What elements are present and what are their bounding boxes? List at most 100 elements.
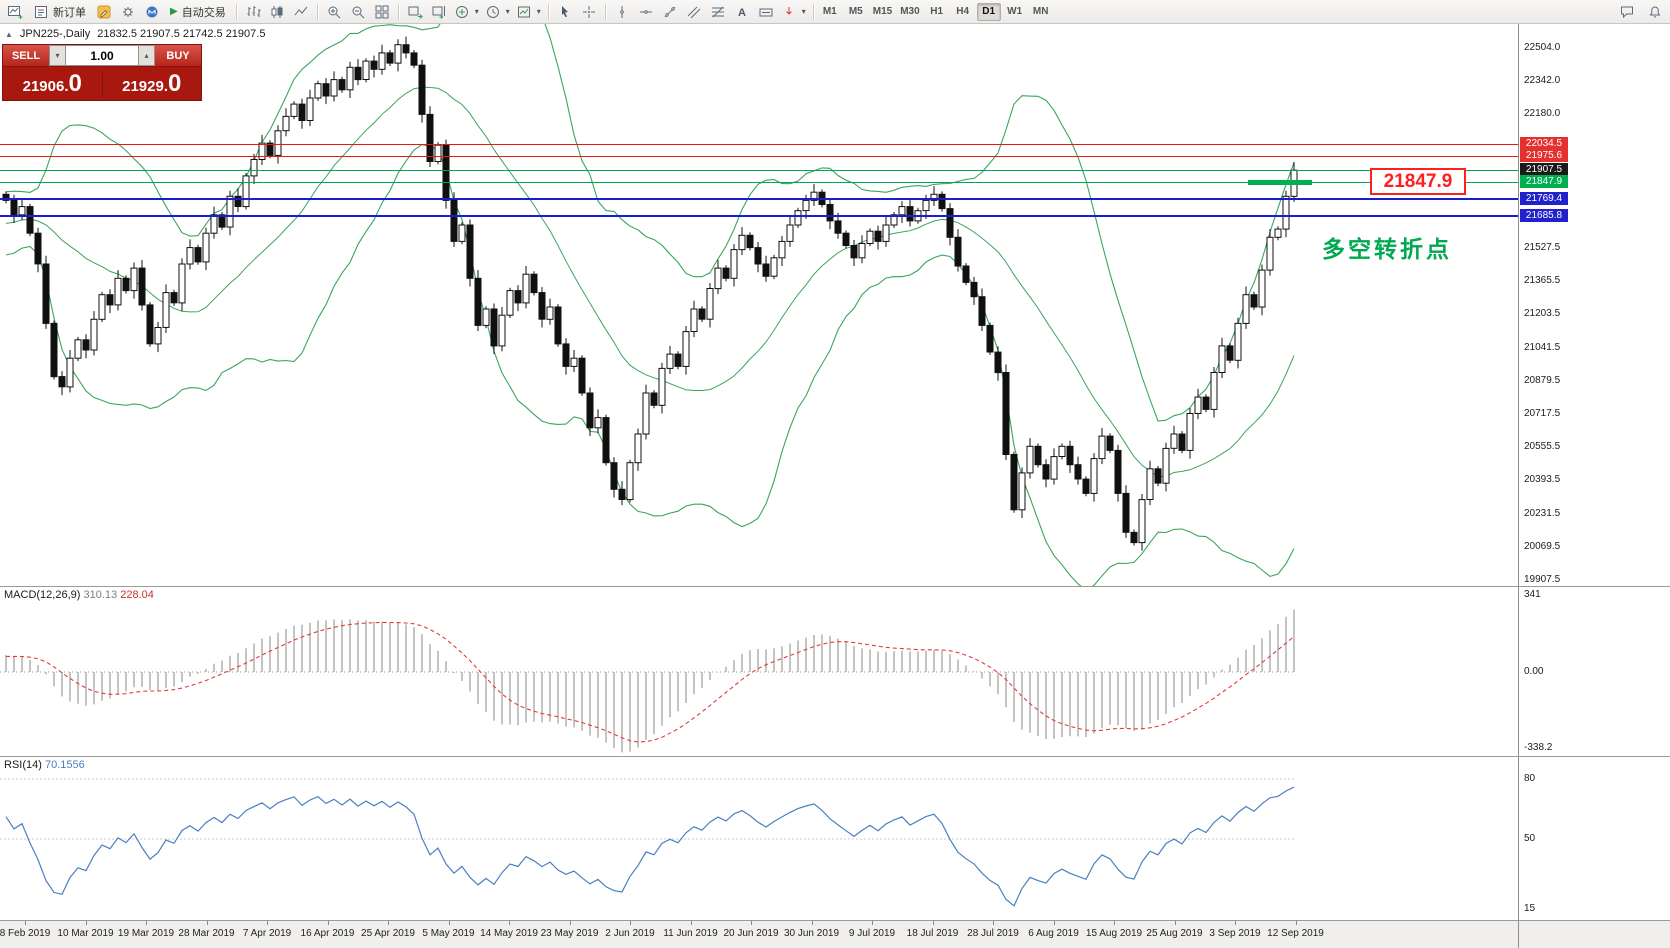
chat-button[interactable] <box>1615 2 1639 22</box>
candlestick-chart-button[interactable] <box>265 2 289 22</box>
annotation-text: 多空转折点 <box>1322 235 1452 262</box>
vertical-line-button[interactable] <box>610 2 634 22</box>
horizontal-line-button[interactable] <box>634 2 658 22</box>
price-callout: 21847.9 <box>1370 168 1466 196</box>
time-tick <box>327 921 329 925</box>
chart-shift-button[interactable] <box>427 2 451 22</box>
macd-plot[interactable] <box>0 587 1518 756</box>
time-tick <box>811 921 813 925</box>
date-label: 19 Mar 2019 <box>117 928 175 939</box>
rsi-chart <box>0 778 1295 907</box>
notifications-button[interactable] <box>1643 2 1667 22</box>
zoom-out-button[interactable] <box>346 2 370 22</box>
horizontal-line-22034.5[interactable] <box>0 143 1518 145</box>
label-tool-button[interactable] <box>754 2 778 22</box>
timeframe-m1[interactable]: M1 <box>818 3 842 21</box>
macd-axis-label: -338.2 <box>1524 742 1553 754</box>
timeframe-group: M1 M5 M15 M30 H1 H4 D1 W1 MN <box>818 2 1053 21</box>
volume-down-button[interactable]: ▾ <box>49 45 66 66</box>
time-tick <box>85 921 87 925</box>
date-label: 7 Apr 2019 <box>242 928 292 939</box>
cursor-button[interactable] <box>553 2 577 22</box>
highlighted-line-segment[interactable] <box>1248 179 1312 185</box>
price-tag-21769.4: 21769.4 <box>1520 191 1568 205</box>
timeframe-m30[interactable]: M30 <box>897 3 922 21</box>
volume-input[interactable]: 1.00 <box>66 45 138 66</box>
options-button[interactable] <box>116 2 140 22</box>
vertical-line-icon <box>619 5 624 18</box>
dropdown-caret: ▾ <box>801 7 806 16</box>
ask-price[interactable]: 21929.0 <box>122 69 182 97</box>
auto-scroll-button[interactable] <box>403 2 427 22</box>
buy-button[interactable]: BUY <box>155 45 201 66</box>
community-button[interactable] <box>140 2 164 22</box>
horizontal-line-21847.9[interactable] <box>0 181 1518 183</box>
macd-axis-label: 0.00 <box>1524 666 1544 677</box>
price-tag-21975.6: 21975.6 <box>1520 149 1568 163</box>
fibonacci-icon <box>711 6 724 17</box>
gear-icon <box>123 6 133 17</box>
bid-price[interactable]: 21906.0 <box>22 69 82 97</box>
toolbar-separator <box>316 3 318 20</box>
horizontal-line-21907.5[interactable] <box>0 169 1518 171</box>
horizontal-line-21975.6[interactable] <box>0 155 1518 157</box>
time-tick <box>388 921 389 925</box>
text-tool-button[interactable]: A <box>730 2 754 22</box>
time-axis[interactable]: 8 Feb 2019 10 Mar 2019 19 Mar 2019 28 Mar 2… <box>0 920 1670 948</box>
price-axis-label: 20717.5 <box>1524 408 1561 420</box>
price-axis-label: 20555.5 <box>1524 441 1561 453</box>
timeframe-d1[interactable]: D1 <box>976 2 1001 21</box>
metaeditor-button[interactable] <box>92 2 116 22</box>
timeframe-m5[interactable]: M5 <box>844 3 868 21</box>
new-chart-button[interactable] <box>3 2 27 22</box>
horizontal-line-21769.4[interactable] <box>0 197 1518 200</box>
text-tool-icon: A <box>738 7 746 19</box>
bar-chart-button[interactable] <box>241 2 265 22</box>
time-tick <box>690 921 692 925</box>
templates-button[interactable]: ▾ <box>513 2 544 22</box>
price-axis-label: 20069.5 <box>1524 540 1561 552</box>
crosshair-button[interactable] <box>577 2 601 22</box>
fibonacci-button[interactable] <box>706 2 730 22</box>
price-chart-plot[interactable]: 21847.9 多空转折点 <box>0 24 1518 586</box>
metaeditor-icon <box>97 5 111 18</box>
rsi-axis[interactable]: 80 50 15 <box>1518 757 1670 920</box>
candlestick-chart <box>2 24 1298 586</box>
tile-windows-button[interactable] <box>370 2 394 22</box>
timeframe-mn[interactable]: MN <box>1029 3 1053 21</box>
zoom-in-button[interactable] <box>322 2 346 22</box>
rsi-axis-label: 80 <box>1524 773 1536 784</box>
horizontal-line-icon <box>639 9 652 14</box>
auto-trading-button[interactable]: ▶ 自动交易 <box>164 2 232 22</box>
indicators-button[interactable]: ▾ <box>451 2 482 22</box>
timeframe-h4[interactable]: H4 <box>951 3 975 21</box>
horizontal-line-21685.8[interactable] <box>0 214 1518 217</box>
rsi-plot[interactable] <box>0 757 1518 920</box>
arrows-button[interactable]: ▾ <box>778 2 809 22</box>
timeframe-w1[interactable]: W1 <box>1003 3 1027 21</box>
time-tick <box>751 921 752 925</box>
trendline-button[interactable] <box>658 2 682 22</box>
time-tick <box>25 921 26 925</box>
clock-icon <box>486 5 499 18</box>
main-chart-panel: 21847.9 多空转折点 ▲ JPN225-,Daily 21832.5 219… <box>0 24 1670 586</box>
one-click-trading-panel: SELL ▾ 1.00 ▴ BUY 21906.0 21929.0 <box>2 44 202 101</box>
price-tag-21847.9: 21847.9 <box>1520 175 1568 189</box>
chart-info-row: ▲ JPN225-,Daily 21832.5 21907.5 21742.5 … <box>5 28 265 40</box>
ohlc-values: 21832.5 21907.5 21742.5 21907.5 <box>97 28 266 40</box>
one-click-toggle-icon[interactable]: ▲ <box>5 29 13 39</box>
timeframe-m15[interactable]: M15 <box>870 3 895 21</box>
toolbar-right-group <box>1615 2 1667 22</box>
price-axis-label: 21203.5 <box>1524 308 1561 320</box>
channel-button[interactable] <box>682 2 706 22</box>
volume-up-button[interactable]: ▴ <box>138 45 155 66</box>
sell-button[interactable]: SELL <box>3 45 49 66</box>
macd-axis[interactable]: 341 0.00 -338.2 <box>1518 587 1670 756</box>
line-chart-button[interactable] <box>289 2 313 22</box>
price-axis[interactable]: 22504.0 22342.0 22180.0 21527.5 21365.5 21203… <box>1518 24 1670 586</box>
new-order-button[interactable]: 新订单 <box>27 2 92 22</box>
periods-button[interactable]: ▾ <box>482 2 513 22</box>
timeframe-h1[interactable]: H1 <box>925 3 949 21</box>
date-label: 8 Feb 2019 <box>0 928 51 939</box>
